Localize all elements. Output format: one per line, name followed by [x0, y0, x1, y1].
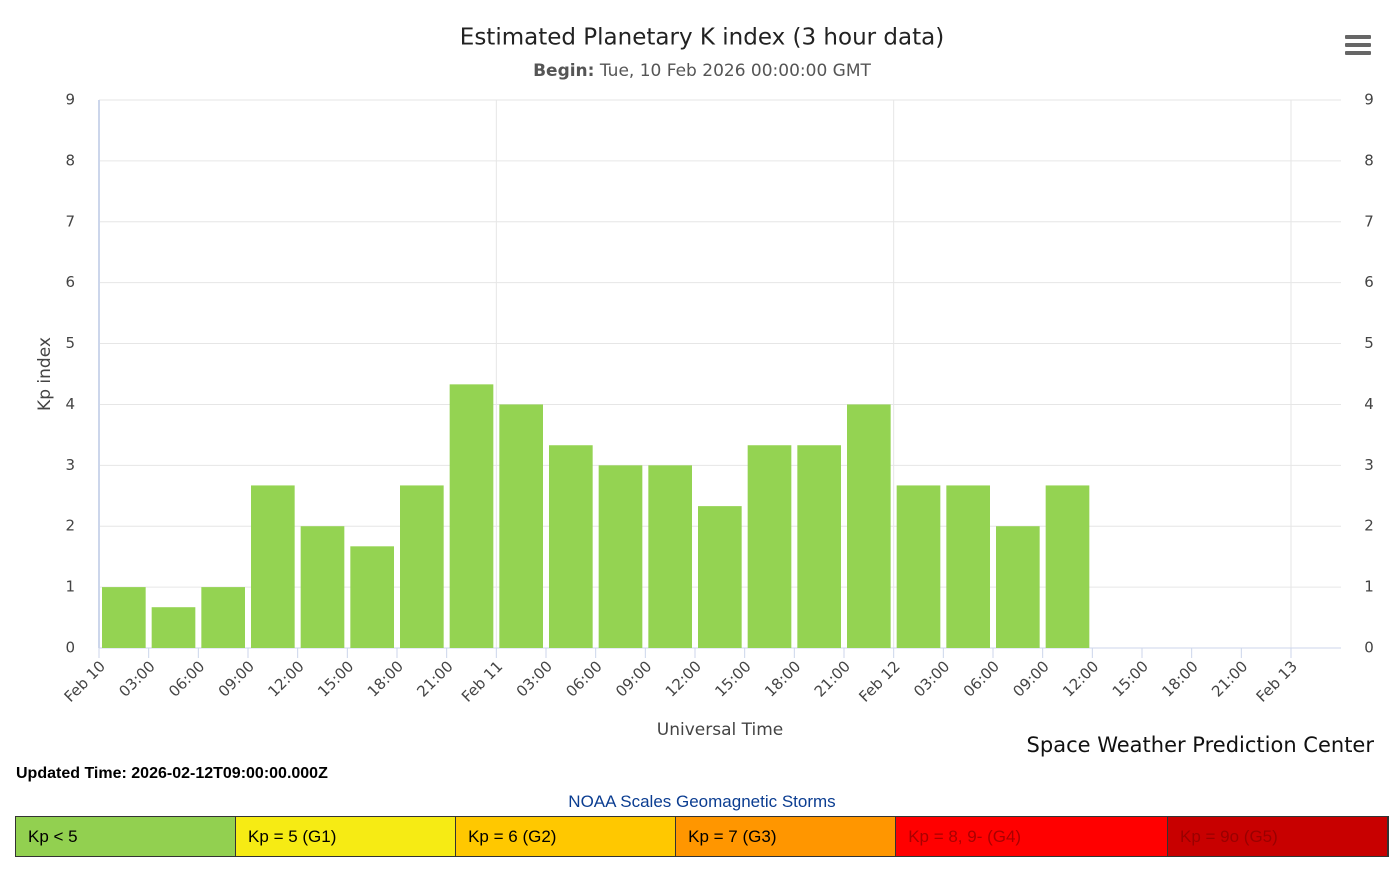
bar — [201, 587, 245, 648]
x-tick-label: Feb 11 — [458, 657, 506, 705]
updated-time: Updated Time: 2026-02-12T09:00:00.000Z — [16, 765, 328, 782]
scale-item: Kp = 7 (G3) — [676, 817, 897, 856]
scale-item: Kp = 5 (G1) — [236, 817, 457, 856]
y2-tick-label: 7 — [1364, 212, 1374, 230]
y-tick-label: 2 — [65, 517, 75, 535]
x-tick-label: Feb 13 — [1253, 657, 1301, 705]
bar — [499, 404, 543, 648]
y2-tick-label: 8 — [1364, 151, 1374, 169]
y-tick-label: 5 — [65, 334, 75, 352]
y2-tick-label: 0 — [1364, 639, 1374, 657]
x-tick-label: 09:00 — [612, 657, 655, 700]
bar — [698, 506, 742, 648]
x-tick-label: 21:00 — [811, 657, 854, 700]
scale-item: Kp = 9o (G5) — [1167, 817, 1389, 856]
x-tick-label: 06:00 — [960, 657, 1003, 700]
y2-tick-label: 9 — [1364, 91, 1374, 109]
x-tick-label: Feb 10 — [61, 657, 109, 705]
bar — [996, 526, 1040, 648]
y-tick-label: 4 — [65, 395, 75, 413]
chart-title: Estimated Planetary K index (3 hour data… — [460, 25, 944, 51]
y-tick-label: 6 — [65, 273, 75, 291]
y2-tick-label: 6 — [1364, 273, 1374, 291]
chart-subtitle: Begin: Tue, 10 Feb 2026 00:00:00 GMT — [533, 61, 871, 81]
x-tick-label: 18:00 — [364, 657, 407, 700]
bar — [251, 485, 295, 648]
scale-item: Kp = 8, 9- (G4) — [896, 817, 1168, 856]
bar — [151, 607, 196, 648]
bar — [102, 587, 146, 648]
x-axis-label: Universal Time — [657, 720, 783, 740]
y-tick-label: 3 — [65, 456, 75, 474]
subtitle-text: Tue, 10 Feb 2026 00:00:00 GMT — [599, 61, 872, 81]
x-tick-label: 21:00 — [1208, 657, 1251, 700]
y-tick-label: 1 — [65, 578, 75, 596]
bar — [747, 445, 792, 648]
x-tick-label: 12:00 — [662, 657, 705, 700]
y2-tick-label: 1 — [1364, 578, 1374, 596]
bar — [300, 526, 345, 648]
scale-item: Kp < 5 — [16, 817, 237, 856]
subtitle-label: Begin: — [533, 61, 594, 81]
scale-title: NOAA Scales Geomagnetic Storms — [568, 792, 836, 811]
x-tick-label: 12:00 — [264, 657, 307, 700]
x-tick-label: 15:00 — [711, 657, 754, 700]
menu-button[interactable] — [1345, 35, 1371, 57]
x-tick-label: 03:00 — [910, 657, 953, 700]
bar — [400, 485, 444, 648]
y2-tick-label: 4 — [1364, 395, 1374, 413]
y-axis-label: Kp index — [35, 337, 55, 411]
y2-tick-label: 2 — [1364, 517, 1374, 535]
y2-tick-label: 3 — [1364, 456, 1374, 474]
bar — [847, 404, 891, 648]
scale-item: Kp = 6 (G2) — [456, 817, 677, 856]
x-tick-label: 15:00 — [314, 657, 357, 700]
y-tick-label: 8 — [65, 151, 75, 169]
bar — [350, 546, 394, 648]
bar — [1045, 485, 1090, 648]
x-tick-label: 18:00 — [761, 657, 804, 700]
y2-tick-label: 5 — [1364, 334, 1374, 352]
y-tick-label: 0 — [65, 639, 75, 657]
y-tick-label: 7 — [65, 212, 75, 230]
bar — [946, 485, 990, 648]
x-tick-label: 09:00 — [1009, 657, 1052, 700]
x-tick-label: 03:00 — [513, 657, 556, 700]
x-tick-label: 18:00 — [1158, 657, 1201, 700]
x-tick-label: 09:00 — [215, 657, 258, 700]
credit: Space Weather Prediction Center — [1027, 733, 1375, 757]
x-tick-label: 15:00 — [1109, 657, 1152, 700]
bar — [896, 485, 941, 648]
x-tick-label: 03:00 — [115, 657, 158, 700]
x-tick-label: 21:00 — [413, 657, 456, 700]
bar — [549, 445, 593, 648]
x-tick-label: 06:00 — [562, 657, 605, 700]
x-tick-label: 06:00 — [165, 657, 208, 700]
bar — [598, 465, 643, 648]
bar — [797, 445, 841, 648]
chart: Estimated Planetary K index (3 hour data… — [35, 25, 1375, 758]
x-tick-label: Feb 12 — [855, 657, 903, 705]
bar — [449, 384, 494, 648]
x-tick-label: 12:00 — [1059, 657, 1102, 700]
scale-legend: Kp < 5 Kp = 5 (G1) Kp = 6 (G2) Kp = 7 (G3) K… — [15, 816, 1389, 857]
bar — [648, 465, 692, 648]
y-tick-label: 9 — [65, 91, 75, 109]
